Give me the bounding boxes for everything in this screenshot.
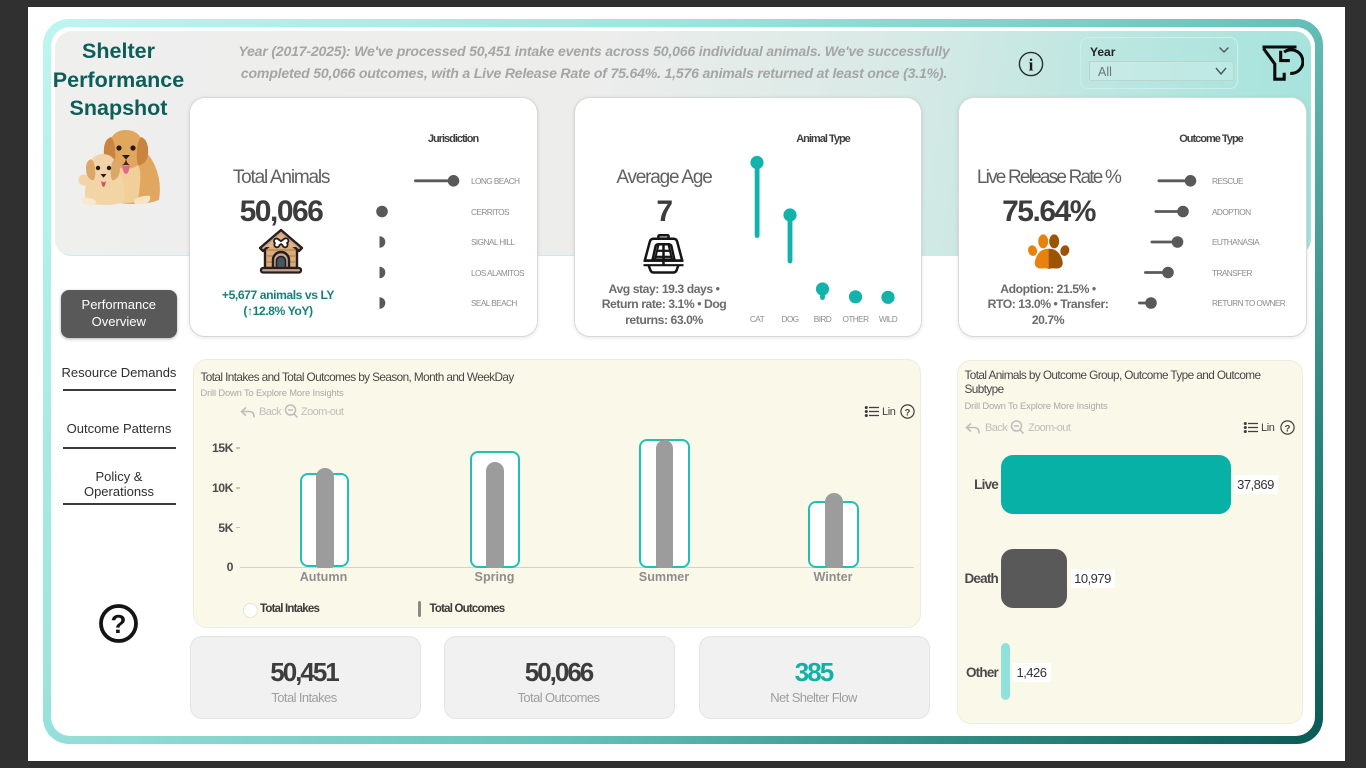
svg-text:?: ? [111, 609, 127, 639]
svg-text:i: i [1029, 56, 1034, 75]
svg-text:?: ? [905, 408, 911, 419]
svg-text:?: ? [1285, 424, 1291, 435]
